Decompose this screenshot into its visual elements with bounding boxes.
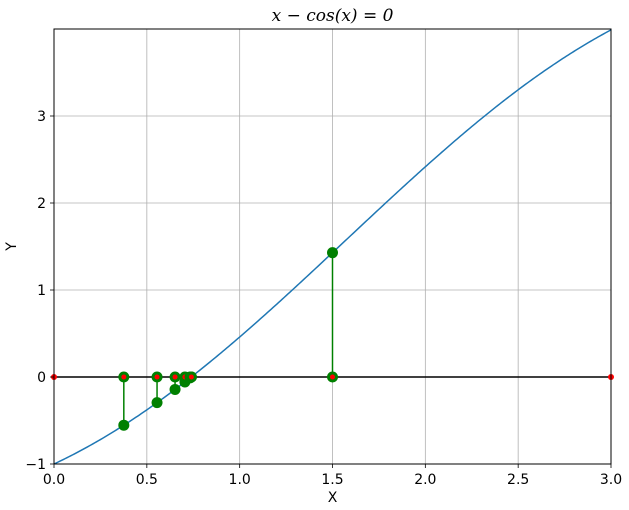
iteration-point — [169, 383, 181, 395]
ticks-layer: 0.0 0.5 1.0 1.5 2.0 2.5 3.0 −1 0 1 2 3 — [25, 109, 622, 488]
y-tick-label: 1 — [37, 283, 46, 299]
iteration-point — [327, 247, 338, 259]
y-tick-label: 0 — [37, 370, 46, 386]
chart-title: x − cos(x) = 0 — [272, 6, 394, 26]
y-tick-label: 3 — [37, 109, 46, 125]
iteration-axis-dot — [154, 374, 160, 380]
x-tick-label: 3.0 — [600, 472, 622, 488]
iteration-axis-dot — [121, 374, 127, 380]
x-axis-label: X — [328, 490, 338, 506]
x-tick-label: 1.5 — [321, 472, 343, 488]
x-tick-label: 0.5 — [136, 472, 158, 488]
y-tick-label: −1 — [25, 457, 46, 473]
iteration-axis-dot — [330, 374, 335, 380]
x-tick-label: 0.0 — [43, 472, 65, 488]
iteration-point — [118, 419, 130, 431]
y-axis-label: Y — [4, 242, 20, 252]
x-tick-label: 2.5 — [507, 472, 529, 488]
iterations-layer — [118, 247, 338, 431]
iteration-axis-dot — [188, 374, 194, 380]
grid — [53, 29, 612, 465]
iteration-axis-dot — [172, 374, 178, 380]
iteration-point — [151, 397, 163, 409]
x-tick-label: 2.0 — [414, 472, 436, 488]
y-tick-label: 2 — [37, 196, 46, 212]
x-tick-label: 1.0 — [229, 472, 251, 488]
